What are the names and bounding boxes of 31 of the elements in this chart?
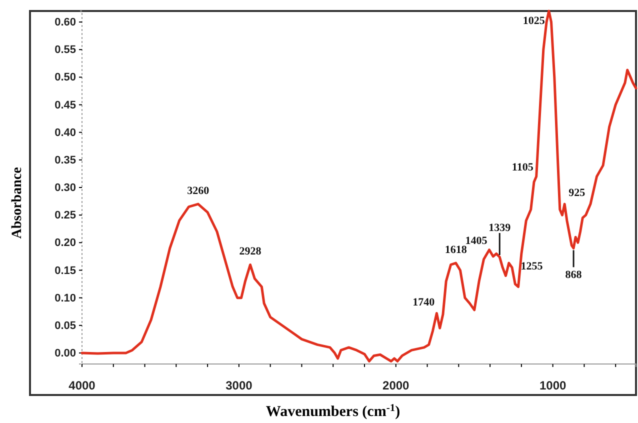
x-axis-title: Wavenumbers (cm$^{-1}$) xyxy=(266,402,400,420)
x-tick-label: 1000 xyxy=(539,378,566,393)
y-tick-label: 0.15 xyxy=(54,264,76,277)
y-tick-label: 0.35 xyxy=(54,154,76,166)
y-tick-label: 0.30 xyxy=(54,182,76,194)
annotation: 1255 xyxy=(520,260,544,272)
x-tick-label: 3000 xyxy=(226,378,253,393)
annotation: 2928 xyxy=(239,246,262,258)
y-tick-label: 0.20 xyxy=(54,237,76,250)
y-tick-label: 0.40 xyxy=(54,126,76,139)
y-tick-label: 0.00 xyxy=(54,347,76,360)
annotation: 3260 xyxy=(187,185,210,198)
y-tick-label: 0.05 xyxy=(54,320,76,332)
x-tick-label: 2000 xyxy=(382,378,410,393)
annotation: 1025 xyxy=(522,15,546,27)
annotation: 1339 xyxy=(488,222,512,234)
line-series xyxy=(80,10,638,362)
annotation: 1405 xyxy=(465,234,488,247)
y-tick-label: 0.45 xyxy=(54,99,76,112)
y-tick-label: 0.50 xyxy=(54,72,76,84)
annotation: 1105 xyxy=(512,161,534,174)
y-tick-label: 0.10 xyxy=(54,292,76,304)
annotation: 1618 xyxy=(444,244,468,256)
y-tick-label: 0.25 xyxy=(54,210,76,222)
x-tick-label: 4000 xyxy=(68,378,96,393)
y-axis-title: Absorbance xyxy=(10,167,25,239)
y-tick-label: 0.60 xyxy=(54,16,76,29)
annotation: 868 xyxy=(565,269,582,282)
y-tick-label: 0.55 xyxy=(54,44,76,56)
annotation: 925 xyxy=(568,187,586,200)
annotation: 1740 xyxy=(412,296,436,308)
